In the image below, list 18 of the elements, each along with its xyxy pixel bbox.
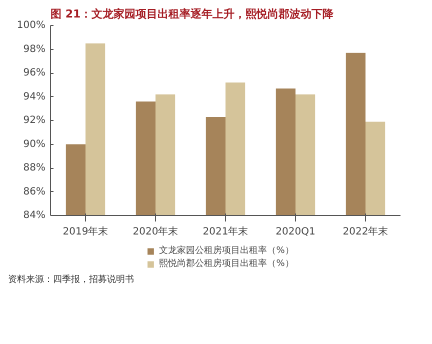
x-tick-label: 2020Q1 [276, 226, 316, 238]
legend-label: 文龙家园公租房项目出租率（%） [159, 244, 294, 257]
y-tick-label: 88% [23, 162, 46, 174]
y-tick-label: 94% [23, 91, 46, 102]
y-tick-label: 92% [23, 115, 46, 126]
x-tick-label: 2021年末 [202, 226, 248, 238]
y-tick-label: 100% [16, 20, 46, 31]
y-tick-label: 90% [23, 138, 46, 150]
x-tick-label: 2019年末 [62, 226, 108, 238]
y-tick-label: 96% [23, 68, 46, 78]
legend-label: 熙悦尚郡公租房项目出租率（%） [159, 258, 294, 270]
y-tick-label: 98% [23, 44, 46, 55]
text: 资料来源：四季报，招募说明书 [8, 274, 134, 287]
x-tick-label: 2020年末 [132, 226, 178, 238]
y-tick-label: 84% [23, 210, 46, 221]
x-tick-label: 2022年末 [342, 226, 388, 238]
y-tick-label: 86% [23, 186, 46, 198]
chart-title: 图 21：文龙家园项目出租率逐年上升，熙悦尚郡波动下降 [50, 8, 335, 20]
